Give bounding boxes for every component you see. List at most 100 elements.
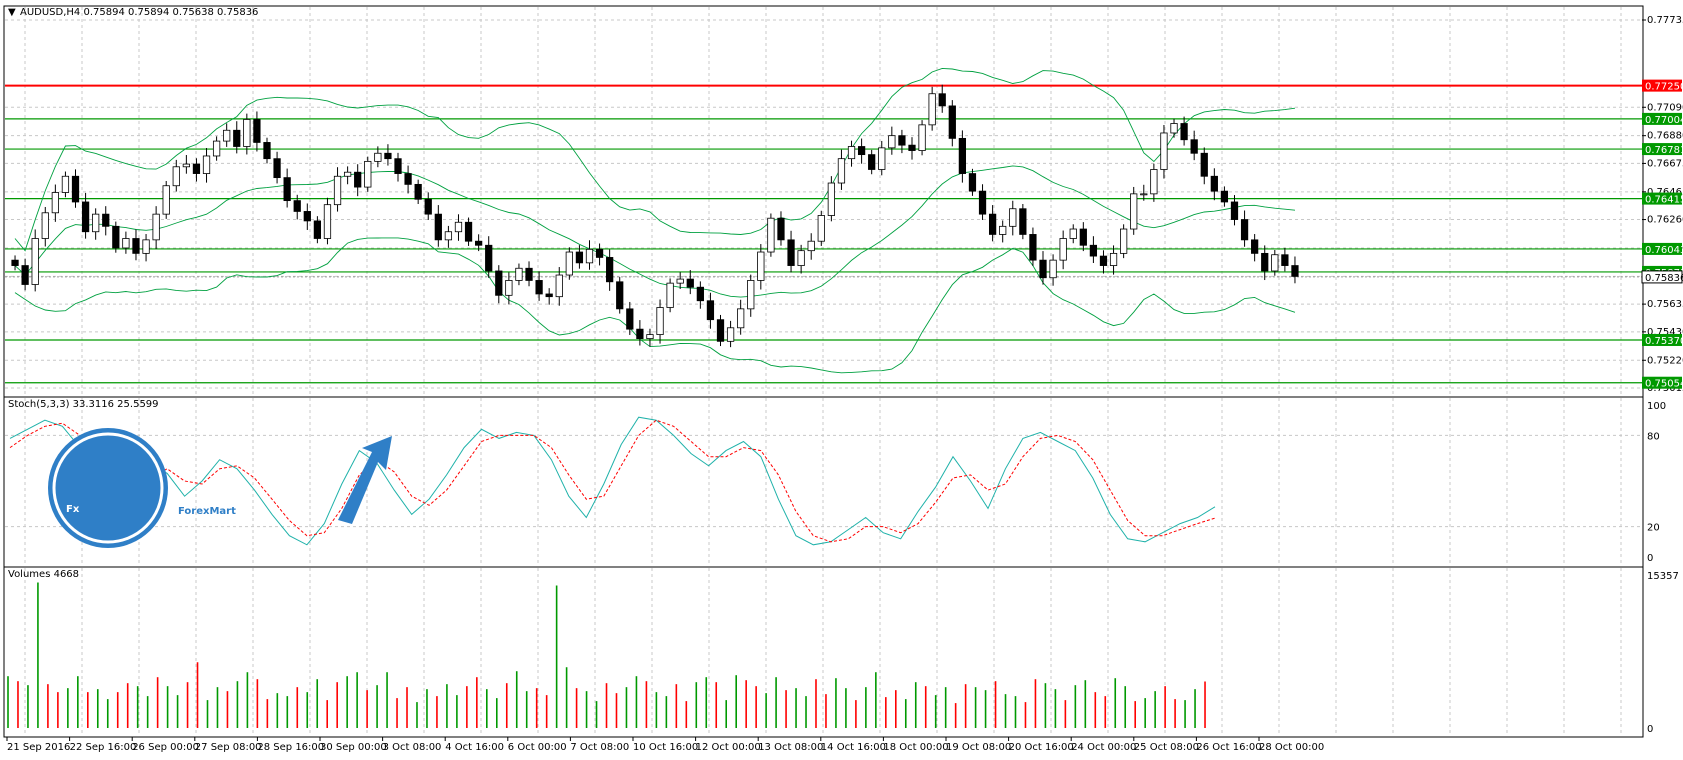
- current-price-label: 0.75836: [1645, 273, 1683, 284]
- candle-body: [313, 220, 322, 239]
- stoch-tick-label: 80: [1647, 431, 1660, 442]
- candle-body: [747, 280, 755, 310]
- band-lower: [14, 237, 1296, 374]
- candle-body: [384, 152, 392, 160]
- candle-body: [343, 171, 352, 177]
- candle-body: [1180, 123, 1188, 141]
- candle-body: [81, 201, 90, 233]
- level-price-tags: 0.77250 0.77004 0.76781 0.76415 0.76043 0.758…: [1641, 79, 1683, 390]
- x-tick-label: 3 Oct 08:00: [383, 742, 442, 753]
- level-tag: [1642, 376, 1682, 389]
- candle-body: [92, 213, 100, 233]
- candle-body: [354, 171, 362, 188]
- candle-body: [525, 267, 533, 281]
- candle-body: [172, 166, 180, 187]
- stoch-tick-label: 0: [1647, 553, 1653, 564]
- candle-body: [726, 327, 735, 342]
- level-tag: [1642, 143, 1682, 156]
- candle-body: [857, 146, 866, 156]
- candle-body: [192, 163, 201, 174]
- logo-badge-text: Fx: [66, 504, 80, 515]
- candle-body: [1009, 208, 1017, 227]
- candle-body: [323, 204, 332, 239]
- level-tag-label: 0.77250: [1645, 82, 1683, 93]
- candle-body: [1200, 152, 1208, 177]
- candle-body: [515, 267, 523, 281]
- candle-body: [1291, 265, 1299, 277]
- x-tick-label: 10 Oct 16:00: [633, 742, 698, 753]
- candle-body: [333, 175, 342, 206]
- candle-body: [585, 248, 594, 264]
- candle-body: [212, 140, 221, 157]
- candle-body: [1049, 259, 1057, 279]
- volume-bars: [7, 582, 1206, 728]
- candle-body: [1099, 255, 1108, 266]
- candle-body: [424, 198, 432, 215]
- level-tag: [1642, 242, 1682, 255]
- volume-tick-label: 15357: [1647, 571, 1679, 582]
- candle-body: [102, 213, 110, 227]
- candle-body: [565, 251, 573, 276]
- level-tag-label: 0.75054: [1645, 379, 1683, 390]
- candle-body: [495, 270, 503, 296]
- candle-body: [928, 93, 936, 126]
- candle-body: [485, 244, 493, 272]
- x-tick-label: 7 Oct 08:00: [570, 742, 629, 753]
- candle-body: [757, 251, 765, 281]
- candle-body: [777, 217, 785, 241]
- candle-body: [1079, 228, 1087, 246]
- stoch-main-line: [9, 416, 1216, 546]
- candle-body: [1251, 239, 1259, 254]
- band-middle: [14, 165, 1296, 298]
- logo-badge-circle: [48, 428, 168, 548]
- logo-wordmark: ForexMart: [178, 506, 236, 517]
- candle-body: [142, 239, 150, 254]
- candle-body: [1059, 238, 1067, 261]
- level-tag-label: 0.76043: [1645, 245, 1683, 256]
- candle-body: [253, 119, 261, 143]
- arrow-up-icon: [338, 436, 392, 524]
- candle-body: [626, 308, 634, 330]
- candle-body: [404, 173, 412, 185]
- candle-body: [1271, 254, 1279, 272]
- candle-body: [847, 146, 856, 160]
- volume-tick-label: 0: [1647, 724, 1653, 735]
- candle-body: [616, 281, 624, 310]
- candle-body: [41, 212, 49, 239]
- candle-body: [1190, 139, 1198, 154]
- candle-body: [827, 182, 835, 216]
- volume-panel-frame: [3, 566, 1644, 738]
- candle-body: [636, 328, 644, 340]
- horizontal-levels: [5, 84, 1642, 384]
- candle-body: [303, 211, 311, 222]
- candle-body: [364, 160, 372, 188]
- candle-body: [807, 240, 815, 252]
- grid-lines: [5, 7, 1642, 736]
- candle-body: [152, 213, 160, 241]
- candle-body: [31, 238, 39, 285]
- y-tick-label: 0.77735: [1647, 15, 1683, 26]
- level-tag: [1642, 333, 1682, 346]
- candle-body: [918, 124, 926, 151]
- candle-body: [606, 257, 614, 283]
- level-tag-label: 0.76415: [1645, 195, 1683, 206]
- x-tick-label: 24 Oct 00:00: [1071, 742, 1136, 753]
- x-tick-label: 26 Oct 16:00: [1196, 742, 1261, 753]
- candle-body: [868, 154, 876, 170]
- logo-badge-ring: [52, 432, 164, 544]
- candle-body: [71, 175, 80, 203]
- chart-menu-arrow[interactable]: ▼: [8, 7, 16, 18]
- candle-body: [666, 282, 674, 308]
- y-tick-label: 0.76675: [1647, 158, 1683, 169]
- candle-body: [11, 259, 19, 266]
- candle-body: [817, 215, 825, 242]
- candle-body: [575, 251, 584, 264]
- candle-body: [454, 221, 463, 233]
- candle-body: [1140, 193, 1148, 196]
- candle-body: [122, 238, 130, 249]
- candle-body: [21, 265, 29, 285]
- x-tick-label: 12 Oct 00:00: [696, 742, 761, 753]
